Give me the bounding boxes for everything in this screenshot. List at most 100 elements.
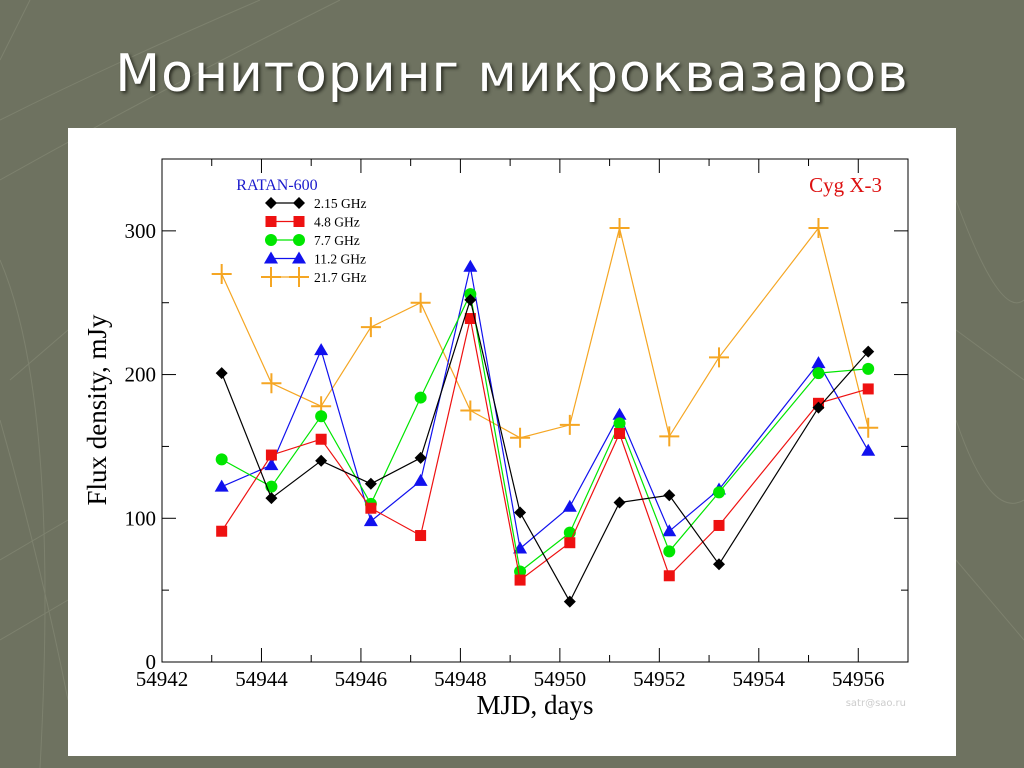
data-point (858, 417, 879, 438)
data-point (414, 391, 427, 404)
data-point (663, 545, 676, 558)
legend-marker (293, 234, 305, 246)
series-4-8-ghz (216, 313, 874, 586)
y-tick-label: 300 (125, 219, 157, 243)
legend-marker (265, 234, 277, 246)
data-point (510, 427, 531, 448)
data-point (314, 343, 329, 356)
legend-marker (264, 251, 278, 264)
data-point (612, 407, 627, 420)
y-tick-label: 200 (125, 363, 157, 387)
data-point (514, 506, 527, 519)
data-point (463, 259, 478, 272)
y-tick-label: 100 (125, 506, 157, 530)
data-point (812, 401, 825, 414)
data-point (709, 347, 730, 368)
data-point (861, 443, 876, 456)
legend-marker (261, 267, 281, 287)
data-point (413, 473, 428, 486)
x-axis-ticks: 54942 54944 54946 54948 54950 54952 54954 54956 (136, 159, 885, 691)
legend-label: 21.7 GHz (314, 270, 367, 285)
data-point (211, 263, 232, 284)
y-tick-label: 0 (146, 650, 157, 674)
legend-marker (293, 197, 305, 209)
data-point (713, 519, 725, 531)
series-2-15-ghz (215, 293, 875, 608)
object-label: Cyg X-3 (809, 173, 882, 197)
legend-item: 2.15 GHz (265, 196, 367, 211)
legend-item: 7.7 GHz (265, 233, 360, 248)
data-point (414, 451, 427, 464)
watermark: satr@sao.ru (846, 698, 906, 709)
data-point (713, 558, 726, 571)
source-label: RATAN-600 (236, 177, 317, 194)
x-tick-label: 54954 (733, 667, 786, 691)
data-point (315, 433, 327, 445)
data-point (365, 502, 377, 514)
data-point (862, 345, 875, 358)
data-point (563, 595, 576, 608)
y-axis-ticks: 0 100 200 300 (125, 219, 908, 674)
data-point (862, 362, 875, 375)
chart-panel: 0 100 200 300 54942 54944 54946 54948 54950 5495… (68, 128, 956, 756)
data-point (808, 217, 829, 238)
x-tick-label: 54948 (434, 667, 487, 691)
data-point (315, 454, 328, 467)
data-point (659, 426, 680, 447)
legend-item: 11.2 GHz (264, 251, 366, 267)
plot-frame (161, 158, 909, 663)
data-point (363, 514, 378, 527)
data-point (360, 317, 381, 338)
series-layer (211, 217, 879, 608)
x-tick-label: 54950 (534, 667, 587, 691)
data-point (713, 486, 726, 499)
legend-label: 7.7 GHz (314, 233, 360, 248)
legend-marker (289, 267, 309, 287)
series-line (221, 297, 869, 603)
data-point (862, 383, 874, 395)
flux-chart: 0 100 200 300 54942 54944 54946 54948 54950 5495… (82, 158, 909, 720)
data-point (261, 373, 282, 394)
legend-label: 4.8 GHz (314, 215, 360, 230)
data-point (464, 293, 477, 306)
series-line (221, 318, 869, 582)
data-point (613, 496, 626, 509)
x-tick-label: 54956 (832, 667, 885, 691)
x-tick-label: 54946 (335, 667, 388, 691)
data-point (514, 565, 527, 578)
data-point (811, 356, 826, 369)
series-line (221, 292, 869, 573)
data-point (460, 400, 481, 421)
data-point (464, 313, 476, 325)
legend-label: 11.2 GHz (314, 252, 366, 267)
data-point (663, 570, 675, 582)
x-tick-label: 54952 (633, 667, 686, 691)
x-tick-label: 54942 (136, 667, 189, 691)
data-point (514, 574, 526, 586)
slide-title: Мониторинг микроквазаров (115, 44, 909, 104)
data-point (562, 499, 577, 512)
legend-marker (293, 216, 305, 227)
y-axis-label: Flux density, mJy (82, 314, 112, 506)
data-point (364, 477, 377, 490)
series-line (221, 266, 869, 550)
x-axis-label: MJD, days (476, 690, 593, 720)
data-point (613, 417, 626, 430)
x-tick-label: 54944 (235, 667, 288, 691)
data-point (214, 479, 229, 492)
data-point (215, 453, 228, 466)
legend-marker (292, 251, 306, 264)
data-point (410, 292, 431, 313)
legend-marker (265, 216, 277, 227)
data-point (265, 492, 278, 505)
data-point (559, 414, 580, 435)
data-point (812, 367, 825, 380)
data-point (315, 410, 328, 423)
series-21-7-ghz (211, 217, 879, 448)
legend: 2.15 GHz 4.8 GHz 7.7 GHz 11.2 GHz 21.7 GHz (261, 196, 367, 287)
legend-item: 21.7 GHz (261, 267, 367, 287)
data-point (662, 524, 677, 537)
data-point (564, 537, 576, 549)
series-7-7-ghz (215, 288, 875, 578)
